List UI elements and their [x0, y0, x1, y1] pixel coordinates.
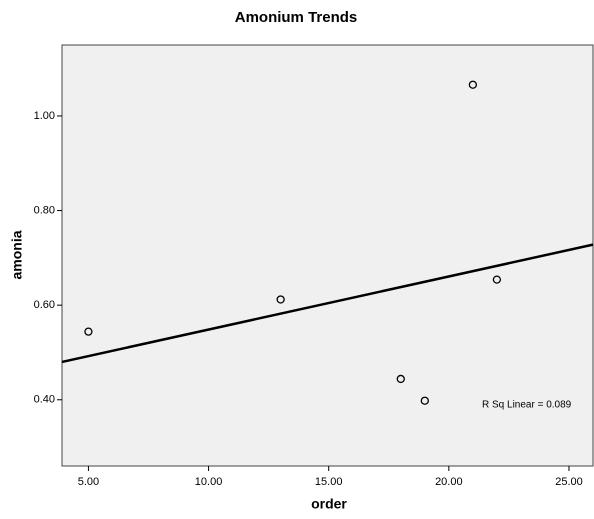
x-tick-label: 5.00 [78, 476, 99, 488]
y-axis-label: amonia [9, 230, 25, 279]
x-axis-label: order [311, 496, 347, 512]
data-point [276, 295, 285, 304]
x-tick-label: 20.00 [435, 476, 463, 488]
y-tick-label: 0.40 [34, 394, 55, 406]
x-tick-label: 25.00 [555, 476, 583, 488]
plot-area [61, 44, 594, 467]
annotation: R Sq Linear = 0.089 [482, 400, 572, 411]
x-tick-label: 10.00 [195, 476, 223, 488]
data-point [84, 327, 93, 336]
chart-title: Amonium Trends [235, 9, 358, 26]
fit-line [61, 243, 594, 364]
y-tick-label: 1.00 [34, 110, 55, 122]
x-tick-label: 15.00 [315, 476, 343, 488]
data-point [468, 80, 478, 89]
y-tick-label: 0.80 [34, 204, 55, 216]
data-point [396, 374, 405, 384]
y-tick-label: 0.60 [34, 299, 55, 311]
data-point [492, 275, 502, 284]
data-point [420, 396, 429, 405]
